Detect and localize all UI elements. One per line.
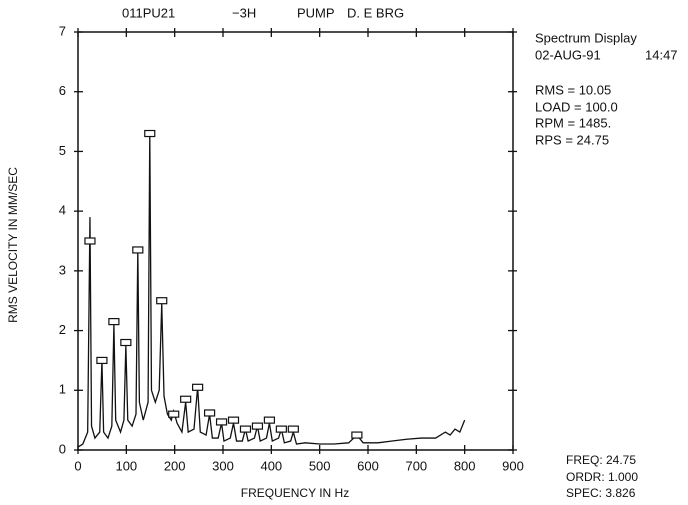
x-tick-label: 400 [260, 458, 282, 473]
peak-marker [120, 338, 132, 347]
x-tick-label: 700 [405, 458, 427, 473]
x-tick-label: 300 [212, 458, 234, 473]
peak-marker [215, 418, 228, 426]
peak-marker [227, 416, 240, 424]
y-tick-label: 0 [59, 441, 66, 456]
peak-marker [287, 425, 299, 433]
spectrum-line [77, 133, 466, 448]
info-text: LOAD = 100.0 [535, 99, 618, 114]
x-tick-label: 800 [454, 458, 476, 473]
info-text: Spectrum Display [535, 30, 637, 45]
title-part: −3H [232, 5, 256, 20]
title-part: PUMP [297, 5, 335, 20]
peak-marker [239, 425, 252, 433]
x-tick-label: 900 [502, 458, 524, 473]
y-tick-label: 7 [59, 23, 66, 38]
peak-marker [192, 383, 204, 391]
peak-marker [180, 395, 192, 403]
peak-marker [168, 410, 180, 418]
peak-marker [108, 318, 120, 326]
readout-text: FREQ: 24.75 [566, 453, 636, 467]
x-tick-label: 0 [74, 458, 81, 473]
info-text: 14:47 [645, 47, 678, 62]
x-tick-label: 200 [164, 458, 186, 473]
peak-marker [144, 129, 156, 138]
x-tick-label: 600 [357, 458, 379, 473]
y-axis-label: RMS VELOCITY IN MM/SEC [6, 167, 20, 323]
peak-marker [84, 237, 96, 245]
y-tick-label: 2 [59, 322, 66, 337]
peak-marker [96, 356, 108, 365]
peak-marker [275, 425, 287, 433]
x-axis-label: FREQUENCY IN Hz [241, 486, 349, 500]
readout-text: ORDR: 1.000 [566, 470, 638, 484]
y-tick-label: 1 [59, 382, 66, 397]
readout-text: SPEC: 3.826 [566, 486, 636, 500]
peak-marker [203, 409, 216, 417]
peak-marker [263, 416, 275, 424]
info-text: RPS = 24.75 [535, 132, 609, 147]
info-text: RPM = 1485. [535, 115, 611, 130]
x-tick-label: 500 [309, 458, 331, 473]
y-tick-label: 4 [59, 203, 66, 218]
info-text: 02-AUG-91 [535, 47, 601, 62]
info-text: RMS = 10.05 [535, 82, 611, 97]
y-tick-label: 3 [59, 262, 66, 277]
y-tick-label: 5 [59, 143, 66, 158]
peak-marker [132, 246, 144, 254]
peak-marker [251, 422, 264, 430]
peak-marker [156, 297, 168, 305]
peak-marker [351, 431, 363, 439]
y-tick-label: 6 [59, 83, 66, 98]
plot-frame [77, 31, 514, 451]
x-tick-label: 100 [115, 458, 137, 473]
title-part: 011PU21 [122, 5, 175, 20]
title-part: D. E BRG [347, 5, 404, 20]
